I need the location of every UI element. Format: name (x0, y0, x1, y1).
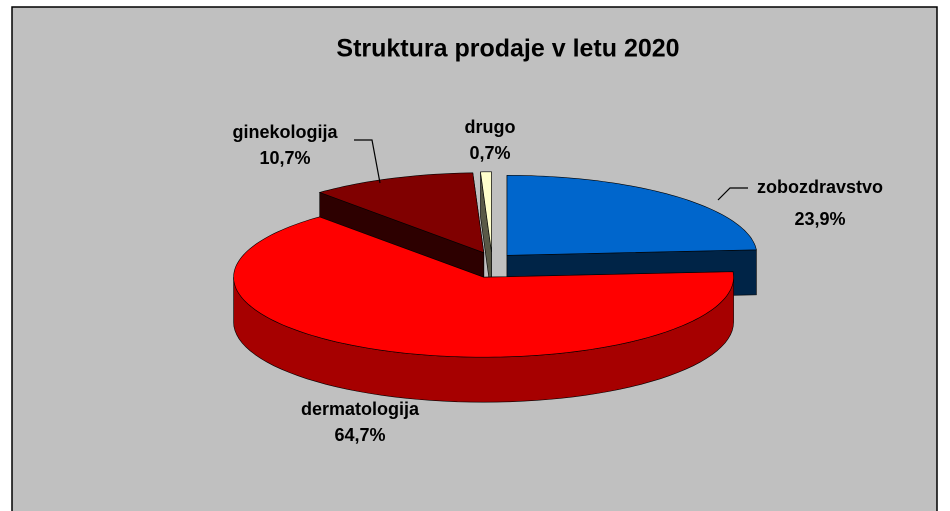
value-label: 10,7% (259, 148, 310, 168)
chart-title: Struktura prodaje v letu 2020 (336, 35, 679, 63)
value-label: 0,7% (469, 143, 510, 163)
slice-top (506, 174, 757, 256)
slice-top (233, 216, 734, 358)
value-label: 64,7% (334, 425, 385, 445)
leader-line (717, 187, 748, 201)
category-label: dermatologija (301, 399, 420, 419)
slice-top (480, 171, 492, 252)
slice (480, 171, 492, 297)
value-label: 23,9% (794, 209, 845, 229)
category-label: zobozdravstvo (757, 177, 883, 197)
category-label: drugo (465, 117, 516, 137)
slice (233, 216, 734, 403)
labels: zobozdravstvo 23,9% dermatologija 64,7% gine… (232, 117, 883, 445)
category-label: ginekologija (232, 122, 338, 142)
pie (233, 171, 757, 403)
leader-line (354, 139, 381, 184)
slice-top (318, 172, 485, 254)
